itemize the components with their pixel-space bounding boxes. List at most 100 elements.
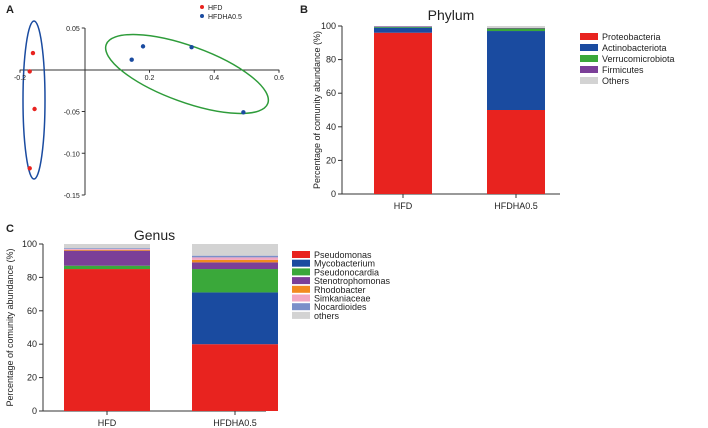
pca-y-tick-label-0: 0.05 xyxy=(66,26,80,33)
phylum-legend-label-3: Firmicutes xyxy=(602,65,644,75)
genus-y-tick-label-3: 60 xyxy=(27,306,37,316)
genus-y-tick-label-5: 100 xyxy=(22,239,37,249)
genus-x-tick-label-0: HFD xyxy=(98,418,117,428)
pca-y-tick-label-2: -0.10 xyxy=(64,151,80,158)
phylum-bar-hfd-actinobacteriota xyxy=(374,27,432,33)
phylum-y-tick-label-1: 20 xyxy=(326,155,336,165)
genus-legend-swatch-7 xyxy=(292,311,310,319)
pca-x-tick-label-0: -0.2 xyxy=(14,75,26,82)
genus-legend-label-4: Rhodobacter xyxy=(314,285,366,295)
genus-bar-hfdha05-mycobacterium xyxy=(192,292,278,345)
pca-x-tick-label-1: 0.2 xyxy=(145,75,155,82)
genus-bar-hfdha05-pseudomonas xyxy=(192,344,278,411)
genus-legend-label-7: others xyxy=(314,311,340,321)
pca-legend-label-0: HFD xyxy=(208,5,222,12)
phylum-bar-hfd-others xyxy=(374,26,432,27)
phylum-legend-swatch-1 xyxy=(580,44,598,51)
panel-label-a: A xyxy=(6,4,14,16)
genus-bar-hfdha05-stenotrophomonas xyxy=(192,262,278,270)
genus-bar-hfdha05-others xyxy=(192,244,278,256)
hfdha-cluster-ellipse xyxy=(104,33,270,115)
genus-y-tick-label-0: 0 xyxy=(32,406,37,416)
genus-legend-swatch-6 xyxy=(292,303,310,311)
pca-x-tick-label-2: 0.4 xyxy=(209,75,219,82)
phylum-bar-hfdha05-actinobacteriota xyxy=(487,31,545,110)
pca-x-tick-label-3: 0.6 xyxy=(274,75,284,82)
genus-y-tick-label-1: 20 xyxy=(27,373,37,383)
genus-bar-hfdha05-simkaniaceae xyxy=(192,257,278,260)
genus-bar-hfd-nocardioides xyxy=(64,248,150,250)
phylum-bar-hfdha05-firmicutes xyxy=(487,28,545,29)
phylum-y-tick-label-4: 80 xyxy=(326,55,336,65)
pca-point-hfd-2 xyxy=(32,106,37,112)
pca-point-hfdha05-0 xyxy=(129,57,134,62)
phylum-bar-hfd-verrucomicrobiota xyxy=(374,26,432,28)
genus-bar-hfdha05-nocardioides xyxy=(192,255,278,258)
genus-stacked-bar-chart: Genus 0 20 40 60 80 100 Percentage of comunity … xyxy=(5,227,391,428)
phylum-legend-swatch-2 xyxy=(580,55,598,62)
phylum-bar-hfdha05-others xyxy=(487,26,545,29)
genus-legend-label-6: Nocardioides xyxy=(314,302,367,312)
phylum-legend-swatch-3 xyxy=(580,66,598,73)
genus-legend-label-3: Stenotrophomonas xyxy=(314,276,391,286)
pca-y-tick-label-3: -0.15 xyxy=(64,193,80,200)
phylum-y-tick-label-5: 100 xyxy=(321,21,336,31)
phylum-x-tick-label-0: HFD xyxy=(394,201,413,211)
pca-point-hfdha05-3 xyxy=(241,110,246,115)
phylum-y-tick-label-0: 0 xyxy=(331,189,336,199)
genus-legend-label-2: Pseudonocardia xyxy=(314,267,379,277)
genus-bar-hfd-others xyxy=(64,244,150,249)
phylum-legend-label-0: Proteobacteria xyxy=(602,32,661,42)
genus-bar-hfd-stenotrophomonas xyxy=(64,250,150,266)
genus-y-axis-title: Percentage of comunity abundance (%) xyxy=(5,248,15,406)
genus-x-tick-label-1: HFDHA0.5 xyxy=(213,418,257,428)
genus-bar-hfdha05-pseudonocardia xyxy=(192,269,278,293)
pca-point-hfd-3 xyxy=(27,166,32,171)
phylum-legend-swatch-4 xyxy=(580,77,598,84)
genus-bar-hfd-rhodobacter xyxy=(64,249,150,251)
phylum-title: Phylum xyxy=(428,7,475,23)
genus-legend-swatch-0 xyxy=(292,251,310,258)
hfd-cluster-ellipse xyxy=(22,20,46,180)
genus-legend-swatch-5 xyxy=(292,294,310,302)
pca-y-tick-label-1: -0.05 xyxy=(64,110,80,117)
genus-y-tick-label-2: 40 xyxy=(27,339,37,349)
pca-point-hfd-0 xyxy=(30,50,36,56)
genus-y-tick-label-4: 80 xyxy=(27,272,37,282)
phylum-legend-label-4: Others xyxy=(602,76,630,86)
pca-legend-label-1: HFDHA0.5 xyxy=(208,14,242,21)
phylum-y-axis-title: Percentage of comunity abundance (%) xyxy=(312,31,322,189)
phylum-bar-hfdha05-proteobacteria xyxy=(487,110,545,194)
genus-legend-swatch-2 xyxy=(292,268,310,276)
genus-legend-swatch-1 xyxy=(292,259,310,267)
genus-legend-label-5: Simkaniaceae xyxy=(314,294,371,304)
pca-point-hfdha05-2 xyxy=(189,45,194,50)
phylum-legend-label-2: Verrucomicrobiota xyxy=(602,54,675,64)
genus-legend-label-0: Pseudomonas xyxy=(314,250,372,260)
pca-legend-marker-0 xyxy=(200,5,204,9)
pca-point-hfdha05-1 xyxy=(140,44,146,49)
phylum-legend-swatch-0 xyxy=(580,33,598,40)
genus-legend-label-1: Mycobacterium xyxy=(314,259,375,269)
pca-scatter-plot: -0.2 0.2 0.4 0.6 0.05 -0.05 -0.10 -0.15 HFD HFDH… xyxy=(14,5,284,200)
genus-legend-swatch-3 xyxy=(292,277,310,285)
panel-label-b: B xyxy=(300,4,308,16)
phylum-y-tick-label-2: 40 xyxy=(326,122,336,132)
phylum-x-tick-label-1: HFDHA0.5 xyxy=(494,201,538,211)
genus-legend-swatch-4 xyxy=(292,285,310,293)
phylum-bar-hfdha05-verrucomicrobiota xyxy=(487,28,545,32)
phylum-bar-hfd-proteobacteria xyxy=(374,32,432,194)
genus-bar-hfd-simkaniaceae xyxy=(64,249,150,250)
genus-bar-hfd-pseudonocardia xyxy=(64,265,150,270)
pca-point-hfd-1 xyxy=(27,69,32,74)
pca-legend-marker-1 xyxy=(200,14,204,18)
panel-label-c: C xyxy=(6,223,14,235)
genus-title: Genus xyxy=(134,227,175,243)
genus-bar-hfdha05-rhodobacter xyxy=(192,259,278,263)
genus-bar-hfd-pseudomonas xyxy=(64,269,150,411)
phylum-bar-hfd-firmicutes xyxy=(374,26,432,28)
phylum-y-tick-label-3: 60 xyxy=(326,88,336,98)
phylum-legend-label-1: Actinobacteriota xyxy=(602,43,667,53)
